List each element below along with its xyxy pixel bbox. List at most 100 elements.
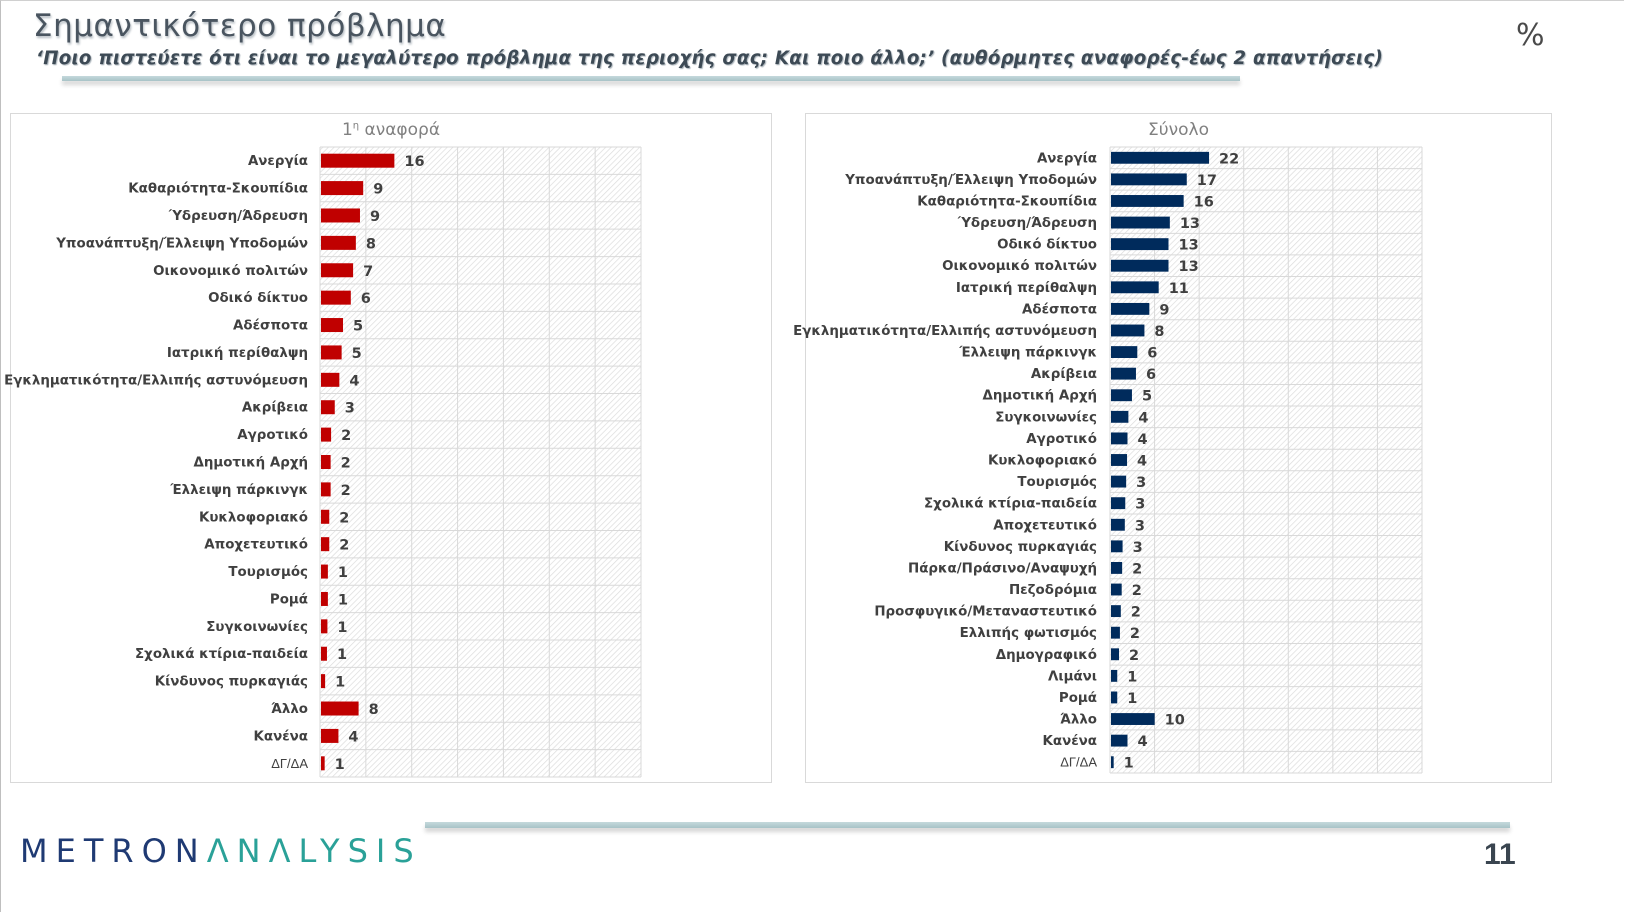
bar <box>1111 475 1127 488</box>
bar <box>321 345 342 360</box>
category-label: Τουρισμός <box>1017 474 1097 490</box>
value-label: 16 <box>1194 194 1214 210</box>
category-label: Ανεργία <box>248 153 308 169</box>
value-label: 1 <box>338 592 348 608</box>
category-label: Ιατρική περίθαλψη <box>167 345 308 361</box>
value-label: 11 <box>1169 281 1189 297</box>
bar <box>321 153 395 168</box>
value-label: 9 <box>1159 302 1169 318</box>
bar <box>1111 151 1210 164</box>
bar <box>321 564 328 579</box>
value-label: 4 <box>348 729 358 745</box>
value-label: 2 <box>1130 626 1140 642</box>
plot-area <box>1110 147 1422 773</box>
bar <box>321 728 339 743</box>
bar <box>1111 648 1120 661</box>
category-label: Κανένα <box>1043 733 1097 749</box>
bar <box>1111 626 1120 639</box>
footer-divider <box>425 822 1510 828</box>
category-label: Πάρκα/Πράσινο/Αναψυχή <box>908 560 1097 576</box>
bar <box>1111 669 1118 682</box>
value-label: 9 <box>373 182 383 198</box>
bar <box>1111 713 1155 725</box>
category-label: Δημοτική Αρχή <box>193 455 308 471</box>
value-label: 2 <box>1131 605 1141 621</box>
bar <box>321 509 330 524</box>
bar <box>1111 432 1128 445</box>
value-label: 13 <box>1180 216 1200 232</box>
value-label: 4 <box>1137 454 1147 470</box>
category-label: Πεζοδρόμια <box>1009 582 1097 598</box>
value-label: 2 <box>341 483 351 499</box>
category-label: Λιμάνι <box>1048 668 1097 684</box>
bar <box>321 372 340 387</box>
page-title: Σημαντικότερο πρόβλημα <box>33 8 447 44</box>
category-label: Προσφυγικό/Μεταναστευτικό <box>874 604 1097 620</box>
value-label: 2 <box>1132 583 1142 599</box>
category-label: Ρομά <box>270 591 308 607</box>
category-label: Κίνδυνος πυρκαγιάς <box>155 674 308 690</box>
category-label: Τουρισμός <box>228 564 308 580</box>
question-subtitle: ‘Ποιο πιστεύετε ότι είναι το μεγαλύτερο … <box>36 48 1384 69</box>
bar <box>1111 454 1128 466</box>
metron-analysis-logo: METRONΛNΛLYSIS <box>20 832 422 870</box>
category-label: Οικονομικό πολιτών <box>153 263 308 279</box>
bar <box>1111 367 1136 380</box>
category-label: Αγροτικό <box>1026 431 1097 447</box>
category-label: ΔΓ/ΔΑ <box>271 756 308 771</box>
category-label: Ύδρευση/Άδρευση <box>168 208 308 224</box>
category-label: Οικονομικό πολιτών <box>942 258 1097 274</box>
category-label: Δημοτική Αρχή <box>982 388 1097 404</box>
bar <box>1111 302 1150 315</box>
category-label: Συγκοινωνίες <box>206 619 308 635</box>
bar <box>1111 583 1122 596</box>
value-label: 4 <box>1137 734 1147 750</box>
bar <box>321 619 328 634</box>
category-label: Εγκληματικότητα/Ελλιπής αστυνόμευση <box>793 323 1097 339</box>
category-label: Κυκλοφοριακό <box>199 509 308 525</box>
category-label: Άλλο <box>1060 712 1097 728</box>
plot-area <box>320 147 641 777</box>
bar <box>321 482 331 497</box>
value-label: 1 <box>1124 756 1134 772</box>
value-label: 1 <box>337 620 347 636</box>
value-label: 1 <box>338 565 348 581</box>
chart-title-text: αναφορά <box>359 120 441 140</box>
value-label: 3 <box>1133 540 1143 556</box>
page-number: 11 <box>1484 838 1516 871</box>
category-label: Δημογραφικό <box>996 647 1097 663</box>
category-label: Αποχετευτικό <box>204 537 308 553</box>
bar <box>1111 281 1159 294</box>
bar <box>321 455 331 469</box>
bar <box>1111 389 1132 402</box>
bar <box>321 646 327 661</box>
category-label: Αποχετευτικό <box>993 517 1097 533</box>
bar <box>321 701 359 716</box>
category-label: Εγκληματικότητα/Ελλιπής αστυνόμευση <box>4 372 308 388</box>
value-label: 4 <box>1137 432 1147 448</box>
bar <box>1111 518 1125 531</box>
category-label: Κανένα <box>254 728 308 744</box>
value-label: 5 <box>352 346 362 362</box>
value-label: 5 <box>353 319 363 335</box>
category-label: Σχολικά κτίρια-παιδεία <box>135 646 308 662</box>
category-label: Σχολικά κτίρια-παιδεία <box>924 496 1097 512</box>
value-label: 1 <box>1127 691 1137 707</box>
bar <box>321 208 360 223</box>
value-label: 7 <box>363 264 373 280</box>
bar <box>321 181 364 196</box>
value-label: 8 <box>369 702 379 718</box>
value-label: 16 <box>404 154 424 170</box>
logo-text-metron: METRON <box>20 832 207 870</box>
category-label: Αγροτικό <box>237 427 308 443</box>
category-label: Ύδρευση/Άδρευση <box>957 215 1097 231</box>
value-label: 4 <box>349 373 359 389</box>
chart-title-superscript: η <box>352 120 360 132</box>
value-label: 2 <box>341 428 351 444</box>
value-label: 8 <box>1154 324 1164 340</box>
category-label: Καθαριότητα-Σκουπίδια <box>917 193 1097 209</box>
bar <box>1111 605 1121 618</box>
bar <box>321 290 351 305</box>
value-label: 6 <box>1147 346 1157 362</box>
